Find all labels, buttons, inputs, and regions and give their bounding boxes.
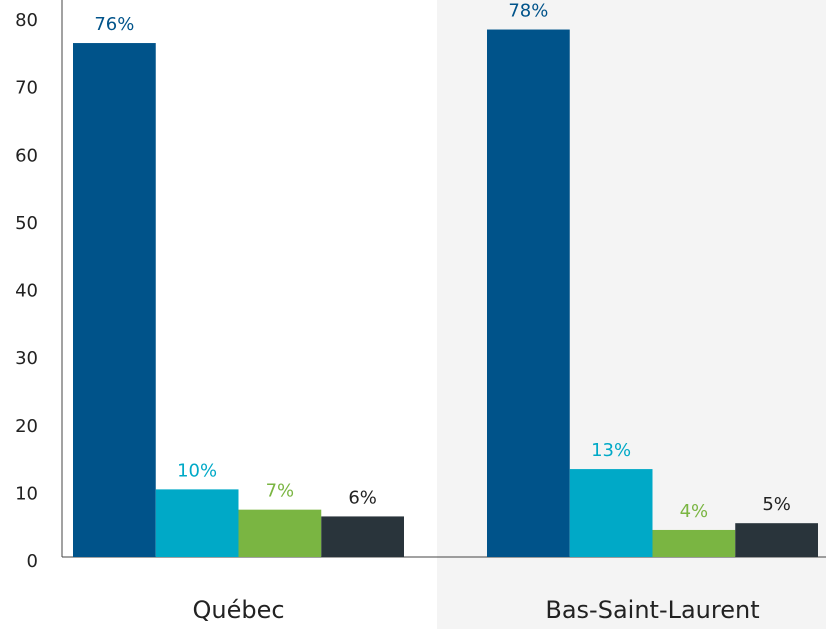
bar bbox=[487, 29, 570, 557]
y-tick-label: 80 bbox=[15, 10, 38, 31]
value-label: 10% bbox=[177, 460, 217, 481]
value-label: 76% bbox=[94, 14, 134, 35]
bar bbox=[321, 516, 404, 557]
y-tick-label: 30 bbox=[15, 348, 38, 369]
bar bbox=[238, 509, 322, 557]
bar bbox=[735, 523, 818, 557]
bar bbox=[155, 489, 239, 557]
y-tick-label: 10 bbox=[15, 483, 38, 504]
bar bbox=[73, 43, 156, 558]
x-tick-label: Québec bbox=[192, 596, 284, 624]
value-label: 5% bbox=[762, 494, 791, 515]
y-tick-label: 60 bbox=[15, 145, 38, 166]
value-label: 13% bbox=[591, 440, 631, 461]
value-label: 6% bbox=[348, 487, 377, 508]
value-label: 4% bbox=[680, 501, 709, 522]
bar bbox=[652, 529, 736, 557]
value-label: 7% bbox=[266, 481, 295, 502]
y-tick-label: 20 bbox=[15, 416, 38, 437]
y-tick-label: 40 bbox=[15, 281, 38, 302]
y-tick-label: 50 bbox=[15, 213, 38, 234]
y-tick-label: 70 bbox=[15, 78, 38, 99]
x-tick-label: Bas-Saint-Laurent bbox=[545, 596, 759, 624]
value-label: 78% bbox=[508, 1, 548, 22]
y-tick-label: 0 bbox=[27, 551, 38, 572]
bar bbox=[569, 469, 653, 557]
